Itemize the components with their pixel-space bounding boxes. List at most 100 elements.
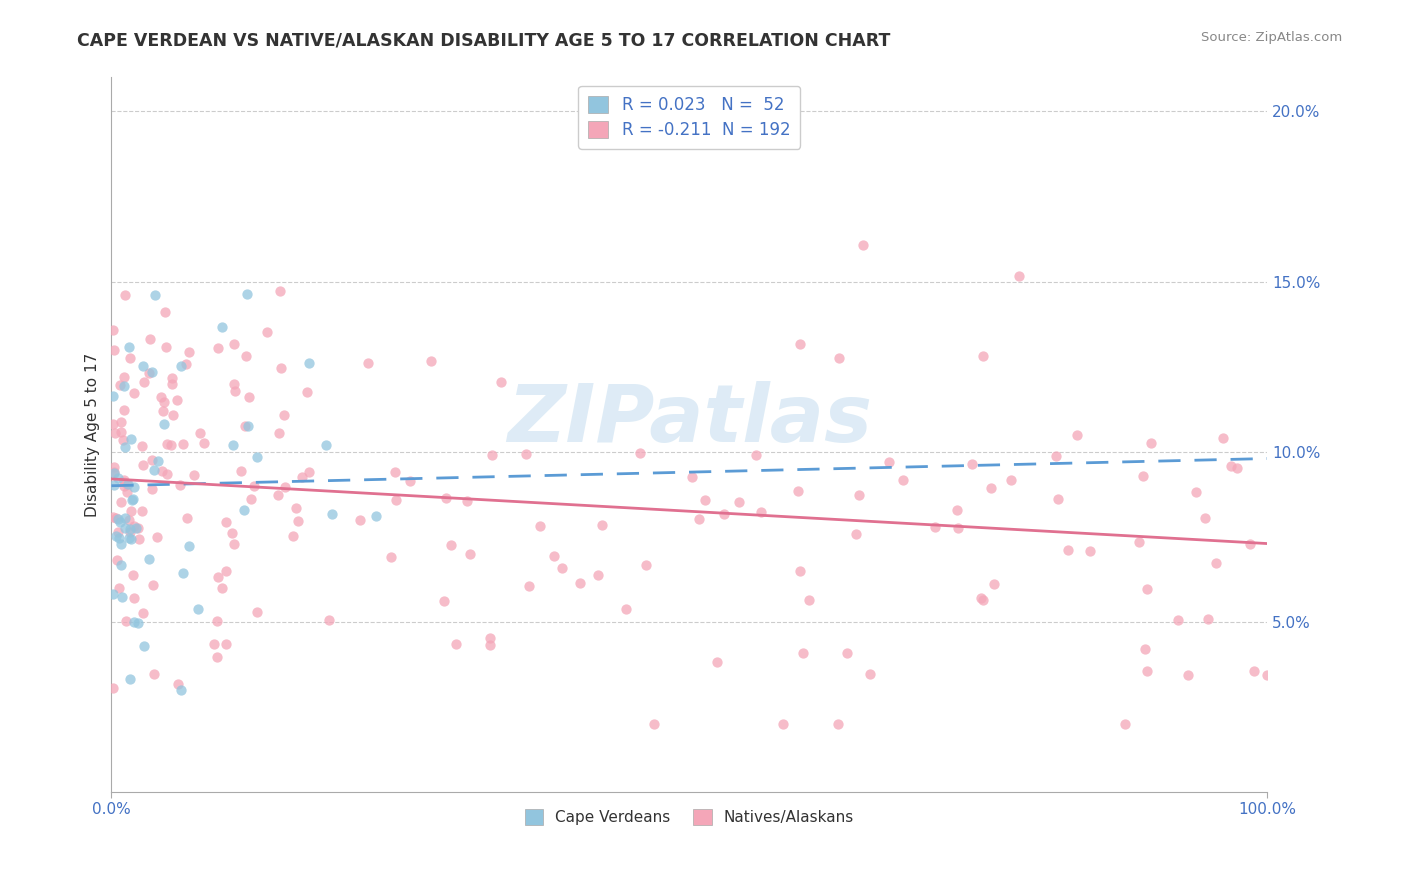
- Point: [104, 529, 127, 543]
- Point: [285, 501, 308, 516]
- Point: [1080, 544, 1102, 558]
- Point: [827, 717, 849, 731]
- Point: [103, 478, 125, 492]
- Point: [224, 384, 246, 398]
- Point: [114, 440, 136, 454]
- Point: [110, 495, 132, 509]
- Point: [170, 359, 193, 374]
- Point: [1136, 664, 1159, 678]
- Point: [166, 393, 188, 408]
- Point: [222, 376, 245, 391]
- Point: [688, 512, 710, 526]
- Point: [789, 565, 811, 579]
- Point: [120, 432, 142, 446]
- Point: [269, 284, 291, 298]
- Point: [349, 513, 371, 527]
- Point: [110, 515, 132, 529]
- Point: [112, 475, 135, 490]
- Point: [1114, 717, 1136, 731]
- Point: [115, 614, 138, 628]
- Point: [1066, 428, 1088, 442]
- Point: [122, 479, 145, 493]
- Point: [183, 468, 205, 483]
- Point: [434, 491, 457, 506]
- Point: [128, 533, 150, 547]
- Point: [713, 507, 735, 521]
- Point: [419, 354, 441, 368]
- Point: [828, 351, 851, 365]
- Point: [792, 646, 814, 660]
- Point: [122, 568, 145, 582]
- Point: [1185, 485, 1208, 500]
- Point: [156, 467, 179, 482]
- Point: [222, 337, 245, 351]
- Point: [193, 436, 215, 450]
- Point: [101, 323, 124, 337]
- Point: [384, 465, 406, 479]
- Point: [134, 375, 156, 389]
- Point: [399, 474, 422, 488]
- Point: [103, 466, 125, 480]
- Point: [287, 514, 309, 528]
- Point: [205, 615, 228, 629]
- Point: [101, 587, 124, 601]
- Point: [970, 591, 993, 605]
- Point: [141, 482, 163, 496]
- Point: [239, 491, 262, 506]
- Point: [103, 388, 125, 402]
- Point: [859, 667, 882, 681]
- Point: [789, 336, 811, 351]
- Point: [110, 558, 132, 573]
- Point: [112, 479, 135, 493]
- Point: [706, 655, 728, 669]
- Point: [108, 531, 131, 545]
- Point: [221, 525, 243, 540]
- Point: [114, 520, 136, 534]
- Point: [786, 484, 808, 499]
- Point: [138, 552, 160, 566]
- Point: [112, 378, 135, 392]
- Point: [291, 470, 314, 484]
- Point: [267, 425, 290, 440]
- Point: [187, 602, 209, 616]
- Point: [1194, 511, 1216, 525]
- Point: [105, 552, 128, 566]
- Point: [150, 390, 173, 404]
- Y-axis label: Disability Age 5 to 17: Disability Age 5 to 17: [86, 352, 100, 516]
- Point: [456, 494, 478, 508]
- Point: [101, 681, 124, 696]
- Point: [543, 549, 565, 563]
- Point: [848, 488, 870, 502]
- Point: [169, 478, 191, 492]
- Point: [148, 454, 170, 468]
- Point: [162, 371, 184, 385]
- Point: [177, 539, 200, 553]
- Point: [628, 446, 651, 460]
- Point: [481, 448, 503, 462]
- Point: [131, 458, 153, 472]
- Point: [215, 564, 238, 578]
- Point: [479, 639, 502, 653]
- Point: [845, 526, 868, 541]
- Point: [159, 438, 181, 452]
- Point: [160, 377, 183, 392]
- Text: ZIPatlas: ZIPatlas: [508, 382, 872, 459]
- Point: [142, 462, 165, 476]
- Point: [315, 438, 337, 452]
- Point: [170, 682, 193, 697]
- Point: [176, 511, 198, 525]
- Point: [142, 578, 165, 592]
- Point: [852, 237, 875, 252]
- Point: [364, 509, 387, 524]
- Point: [1135, 582, 1157, 597]
- Point: [588, 568, 610, 582]
- Point: [273, 408, 295, 422]
- Point: [207, 341, 229, 355]
- Point: [238, 390, 260, 404]
- Point: [1133, 642, 1156, 657]
- Point: [235, 349, 257, 363]
- Point: [172, 437, 194, 451]
- Point: [118, 513, 141, 527]
- Point: [948, 521, 970, 535]
- Point: [118, 340, 141, 354]
